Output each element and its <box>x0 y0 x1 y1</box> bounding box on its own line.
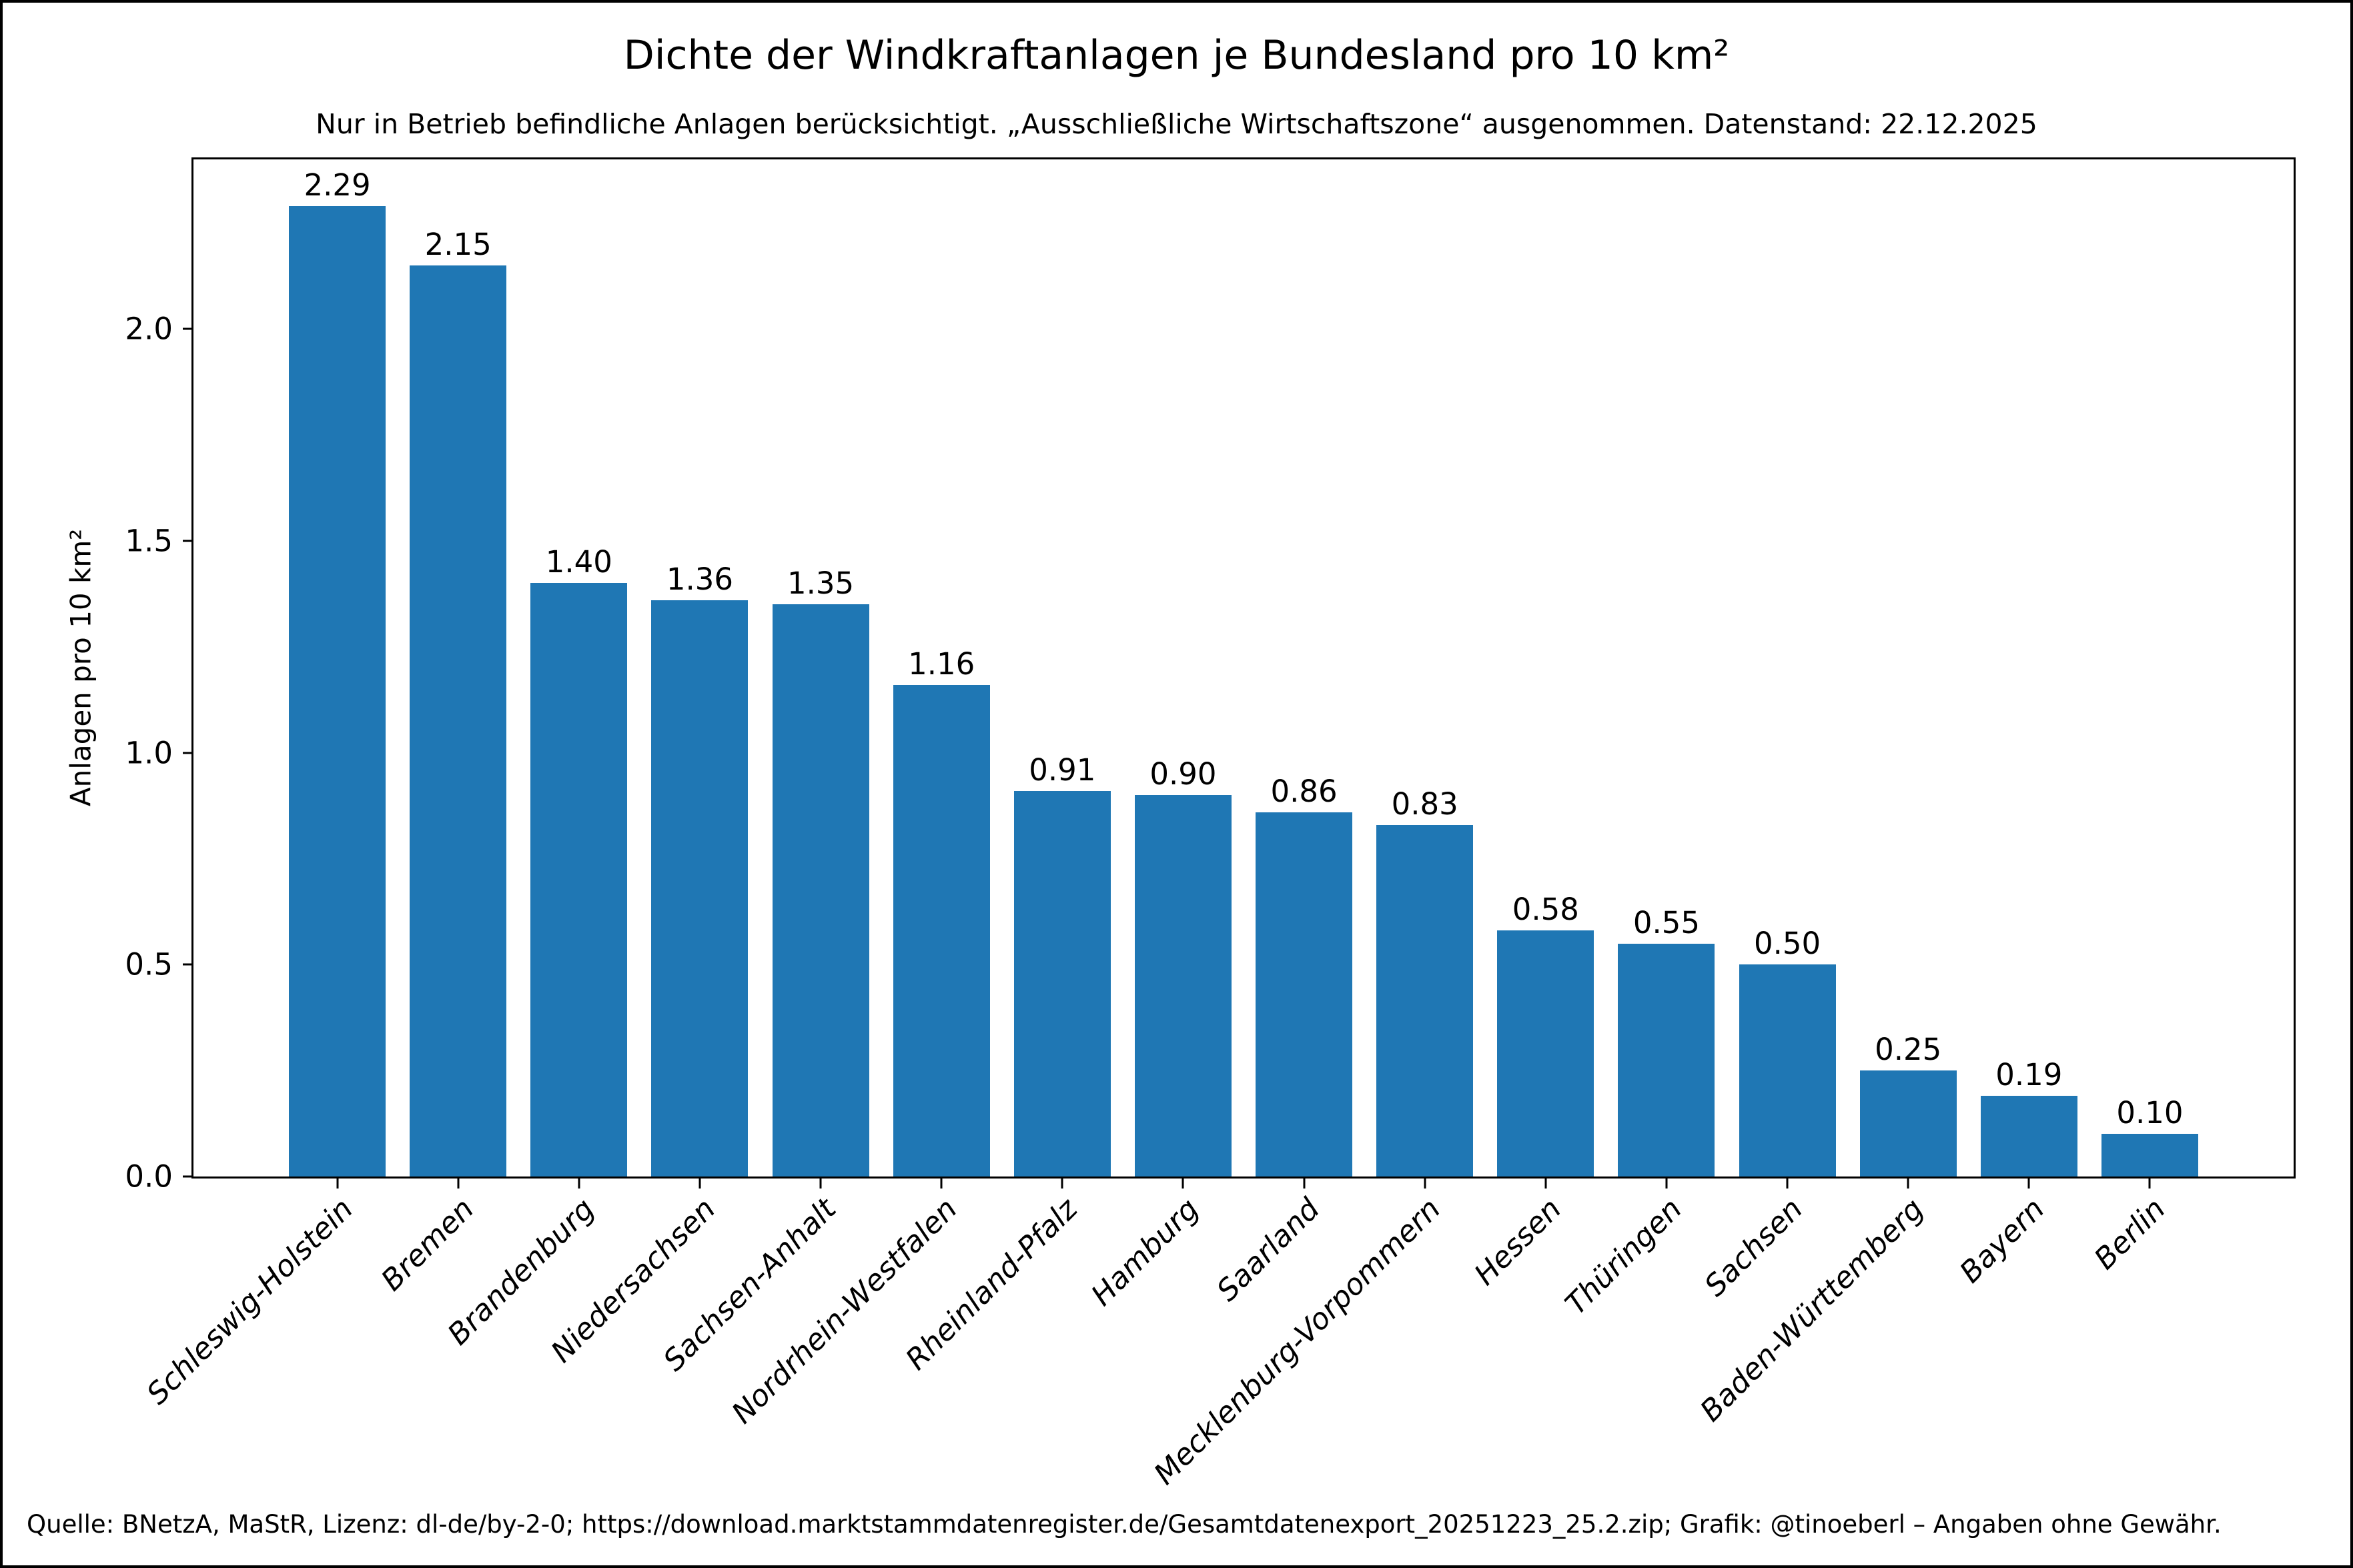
x-axis-tick-label: Berlin <box>2087 1192 2172 1277</box>
y-axis-tick <box>183 963 193 966</box>
y-axis-tick <box>183 327 193 330</box>
bar-slot: 2.15 Bremen <box>374 159 518 1298</box>
x-axis-tick <box>1665 1177 1668 1189</box>
bar <box>1618 943 1715 1177</box>
x-axis-tick <box>1061 1177 1063 1189</box>
bar <box>651 600 749 1177</box>
x-axis-tick-label: Hessen <box>1468 1192 1568 1293</box>
x-axis-tick-label: Schleswig-Holstein <box>140 1192 360 1411</box>
plot-area: 2.29 Schleswig-Holstein 2.15 Bremen 1.40 Bran… <box>125 157 2296 1491</box>
y-axis-tick-label: 2.0 <box>125 311 173 347</box>
chart-subtitle: Nur in Betrieb befindliche Anlagen berüc… <box>316 108 2037 140</box>
bar-slot: 0.58 Hessen <box>1468 159 1606 1292</box>
x-axis-tick <box>1786 1177 1789 1189</box>
chart-title: Dichte der Windkraftanlagen je Bundeslan… <box>623 32 1730 79</box>
x-axis-tick <box>940 1177 943 1189</box>
y-axis-tick-label: 0.5 <box>125 946 173 982</box>
x-axis-tick-label: Nordrhein-Westfalen <box>725 1192 964 1431</box>
bar-value-label: 0.83 <box>1391 786 1458 822</box>
y-axis-tick <box>183 752 193 754</box>
bar-slot: 0.83 Mecklenburg-Vorpommern <box>1147 159 1485 1491</box>
x-axis-tick <box>2027 1177 2030 1189</box>
bar <box>410 265 507 1177</box>
bar-slot: 0.55 Thüringen <box>1559 159 1727 1321</box>
x-axis-tick-label: Thüringen <box>1558 1192 1689 1322</box>
bar-value-label: 1.40 <box>545 544 612 580</box>
bar-slot: 0.91 Rheinland-Pfalz <box>899 159 1123 1377</box>
x-axis-tick-label: Saarland <box>1210 1192 1326 1309</box>
y-axis-tick <box>183 540 193 542</box>
bar <box>772 604 869 1177</box>
bar-value-label: 1.36 <box>666 561 734 597</box>
bar <box>1980 1096 2077 1177</box>
bar-slot: 2.29 Schleswig-Holstein <box>140 159 398 1411</box>
bar-value-label: 0.19 <box>1995 1057 2063 1093</box>
bar-value-label: 1.35 <box>787 566 855 602</box>
bar-slot: 0.10 Berlin <box>2087 159 2210 1277</box>
y-axis-tick <box>183 1175 193 1178</box>
bar-slot: 0.86 Saarland <box>1210 159 1364 1308</box>
bar <box>1376 824 1474 1177</box>
bar <box>1256 812 1352 1177</box>
y-axis-tick-label: 0.0 <box>125 1158 173 1195</box>
bar-slot: 0.90 Hamburg <box>1085 159 1244 1313</box>
bar-value-label: 0.50 <box>1753 926 1821 962</box>
x-axis-tick <box>2148 1177 2151 1189</box>
y-axis-tick-label: 1.0 <box>125 735 173 771</box>
bar-value-label: 2.29 <box>304 167 371 203</box>
bar-slot: 0.19 Bayern <box>1953 159 2089 1290</box>
bar-value-label: 0.91 <box>1029 752 1096 788</box>
x-axis-tick-label: Baden-Württemberg <box>1694 1192 1931 1429</box>
x-axis-tick <box>1182 1177 1184 1189</box>
bar-value-label: 0.58 <box>1512 892 1579 928</box>
bar-slot: 1.36 Niedersachsen <box>544 159 760 1369</box>
bar <box>1497 930 1594 1177</box>
bar-value-label: 2.15 <box>424 226 492 262</box>
bar <box>1013 790 1111 1177</box>
bar-slot: 0.50 Sachsen <box>1699 159 1848 1303</box>
bar <box>289 205 386 1177</box>
bar <box>1739 964 1836 1177</box>
bar-value-label: 0.25 <box>1875 1032 1942 1068</box>
x-axis-tick-label: Hamburg <box>1084 1192 1206 1313</box>
x-axis-tick <box>819 1177 822 1189</box>
x-axis-tick <box>698 1177 701 1189</box>
x-axis-tick-label: Sachsen <box>1698 1192 1810 1303</box>
bars-container: 2.29 Schleswig-Holstein 2.15 Bremen 1.40 Bran… <box>140 159 2294 1491</box>
bar <box>2101 1134 2198 1177</box>
bar-value-label: 0.86 <box>1270 773 1338 809</box>
x-axis-tick <box>1424 1177 1426 1189</box>
bar <box>530 583 628 1177</box>
bar <box>1134 795 1232 1177</box>
bar-slot: 0.25 Baden-Württemberg <box>1694 159 1969 1428</box>
y-axis-tick-label: 1.5 <box>125 523 173 559</box>
x-axis-tick-label: Bremen <box>374 1192 480 1298</box>
x-axis-tick <box>1303 1177 1306 1189</box>
x-axis-tick <box>1907 1177 1909 1189</box>
bar-value-label: 0.55 <box>1632 904 1701 940</box>
x-axis-tick <box>1544 1177 1547 1189</box>
bar-value-label: 0.10 <box>2116 1095 2184 1131</box>
bar-slot: 1.16 Nordrhein-Westfalen <box>725 159 1002 1431</box>
source-attribution: Quelle: BNetzA, MaStR, Lizenz: dl-de/by-… <box>27 1510 2222 1539</box>
bar <box>1859 1070 1957 1177</box>
bar <box>893 684 990 1177</box>
bar-value-label: 0.90 <box>1149 756 1217 792</box>
x-axis-tick <box>336 1177 339 1189</box>
bar-slot: 1.35 Sachsen-Anhalt <box>657 159 881 1378</box>
x-axis-tick <box>457 1177 460 1189</box>
x-axis-tick-label: Bayern <box>1953 1192 2051 1290</box>
bar-slot: 1.40 Brandenburg <box>441 159 639 1352</box>
x-axis-tick <box>578 1177 580 1189</box>
bar-value-label: 1.16 <box>908 646 975 682</box>
